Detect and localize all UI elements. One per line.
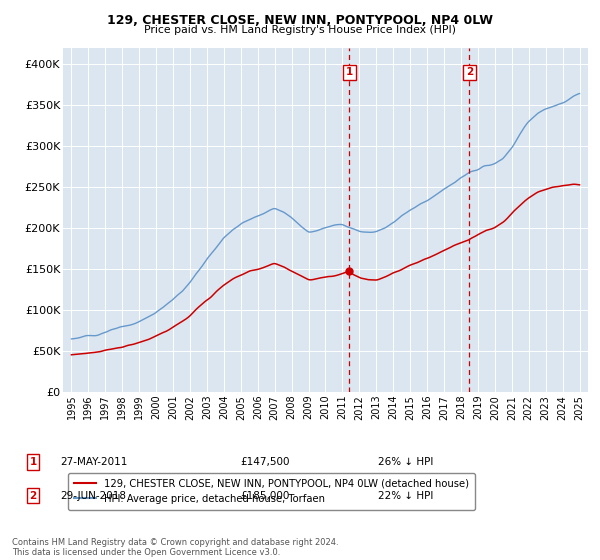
Text: £185,000: £185,000 [240,491,289,501]
Text: 2: 2 [29,491,37,501]
Text: 29-JUN-2018: 29-JUN-2018 [60,491,126,501]
Text: Price paid vs. HM Land Registry's House Price Index (HPI): Price paid vs. HM Land Registry's House … [144,25,456,35]
Text: 1: 1 [346,67,353,77]
Legend: 129, CHESTER CLOSE, NEW INN, PONTYPOOL, NP4 0LW (detached house), HPI: Average p: 129, CHESTER CLOSE, NEW INN, PONTYPOOL, … [68,473,475,510]
Text: 26% ↓ HPI: 26% ↓ HPI [378,457,433,467]
Text: £147,500: £147,500 [240,457,290,467]
Text: 2: 2 [466,67,473,77]
Text: Contains HM Land Registry data © Crown copyright and database right 2024.
This d: Contains HM Land Registry data © Crown c… [12,538,338,557]
Text: 129, CHESTER CLOSE, NEW INN, PONTYPOOL, NP4 0LW: 129, CHESTER CLOSE, NEW INN, PONTYPOOL, … [107,14,493,27]
Text: 22% ↓ HPI: 22% ↓ HPI [378,491,433,501]
Text: 27-MAY-2011: 27-MAY-2011 [60,457,127,467]
Text: 1: 1 [29,457,37,467]
